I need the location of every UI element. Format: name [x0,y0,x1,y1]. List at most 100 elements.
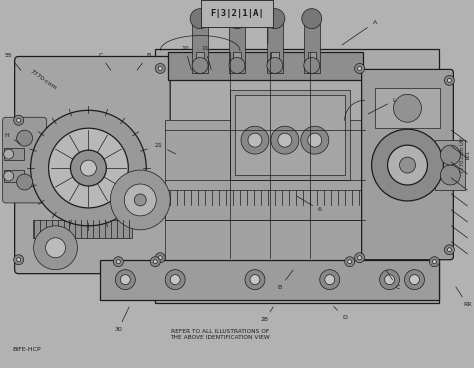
Circle shape [170,275,180,284]
Circle shape [150,257,160,267]
Circle shape [265,9,285,29]
Circle shape [120,275,130,284]
FancyBboxPatch shape [3,117,46,203]
Bar [192,19,208,74]
Circle shape [445,75,455,85]
Circle shape [17,130,33,146]
Circle shape [429,257,439,267]
Circle shape [358,256,362,260]
Circle shape [393,94,421,122]
Text: H: H [4,133,20,144]
Circle shape [278,133,292,147]
Circle shape [400,157,416,173]
Circle shape [440,165,460,185]
Bar [4,170,24,182]
Circle shape [158,256,162,260]
Text: 21: 21 [155,143,176,154]
Circle shape [14,115,24,125]
Bar [155,49,439,302]
Circle shape [248,133,262,147]
Circle shape [31,110,146,226]
Circle shape [384,275,394,284]
Circle shape [245,270,265,290]
Circle shape [155,63,165,74]
Circle shape [250,275,260,284]
FancyBboxPatch shape [15,56,170,274]
Circle shape [241,126,269,154]
Circle shape [14,255,24,265]
Circle shape [355,253,365,263]
Circle shape [347,260,352,264]
Circle shape [17,118,21,122]
Circle shape [153,260,157,264]
Circle shape [155,253,165,263]
Bar [235,95,345,175]
Bar [196,53,204,68]
Text: B: B [278,270,293,290]
Bar [436,140,465,190]
Bar [4,148,24,160]
Text: F|3|2|1|A|: F|3|2|1|A| [210,9,264,18]
Text: C: C [386,270,400,290]
Text: RR: RR [456,287,472,307]
Bar [229,19,245,74]
Circle shape [4,149,14,159]
Bar [165,120,365,284]
Circle shape [345,257,355,267]
Circle shape [17,174,33,190]
Circle shape [447,78,451,82]
Circle shape [355,63,365,74]
Bar [100,260,439,300]
Circle shape [404,270,424,290]
Circle shape [81,160,96,176]
Circle shape [302,9,322,29]
Circle shape [110,170,170,230]
Text: L: L [368,98,396,114]
Text: 55: 55 [5,53,21,70]
Text: 28: 28 [261,307,273,322]
Circle shape [124,184,156,216]
Circle shape [271,126,299,154]
Circle shape [48,128,128,208]
Bar [168,53,363,80]
Text: 10: 10 [181,46,191,70]
Text: 20: 20 [264,10,272,44]
Circle shape [380,270,400,290]
Circle shape [4,171,14,181]
Bar [230,91,350,180]
Text: 7770.com UH
101: 7770.com UH 101 [460,137,471,173]
Circle shape [267,57,283,74]
Text: D: D [334,307,347,320]
Bar [267,19,283,74]
Bar [233,53,241,68]
Circle shape [134,194,146,206]
Circle shape [71,150,106,186]
Text: 6: 6 [297,197,322,212]
Circle shape [358,67,362,70]
Circle shape [410,275,419,284]
Circle shape [388,145,428,185]
Bar [304,19,320,74]
Text: BIFE-HCP: BIFE-HCP [13,347,41,353]
Circle shape [17,258,21,262]
Text: 11: 11 [201,46,211,70]
Circle shape [227,9,247,29]
Circle shape [447,248,451,252]
Circle shape [445,245,455,255]
Bar [33,220,132,238]
Circle shape [34,226,77,270]
Circle shape [192,57,208,74]
Text: A: A [342,20,377,45]
Circle shape [301,126,329,154]
Bar [308,53,316,68]
Circle shape [440,145,460,165]
Circle shape [325,275,335,284]
Circle shape [372,129,443,201]
Circle shape [432,260,437,264]
Text: REFER TO ALL ILLUSTRATIONS OF
THE ABOVE IDENTIFICATION VIEW: REFER TO ALL ILLUSTRATIONS OF THE ABOVE … [170,329,270,340]
Circle shape [158,67,162,70]
Circle shape [190,9,210,29]
FancyBboxPatch shape [362,70,453,260]
Text: 30: 30 [114,307,129,332]
Bar [271,53,279,68]
